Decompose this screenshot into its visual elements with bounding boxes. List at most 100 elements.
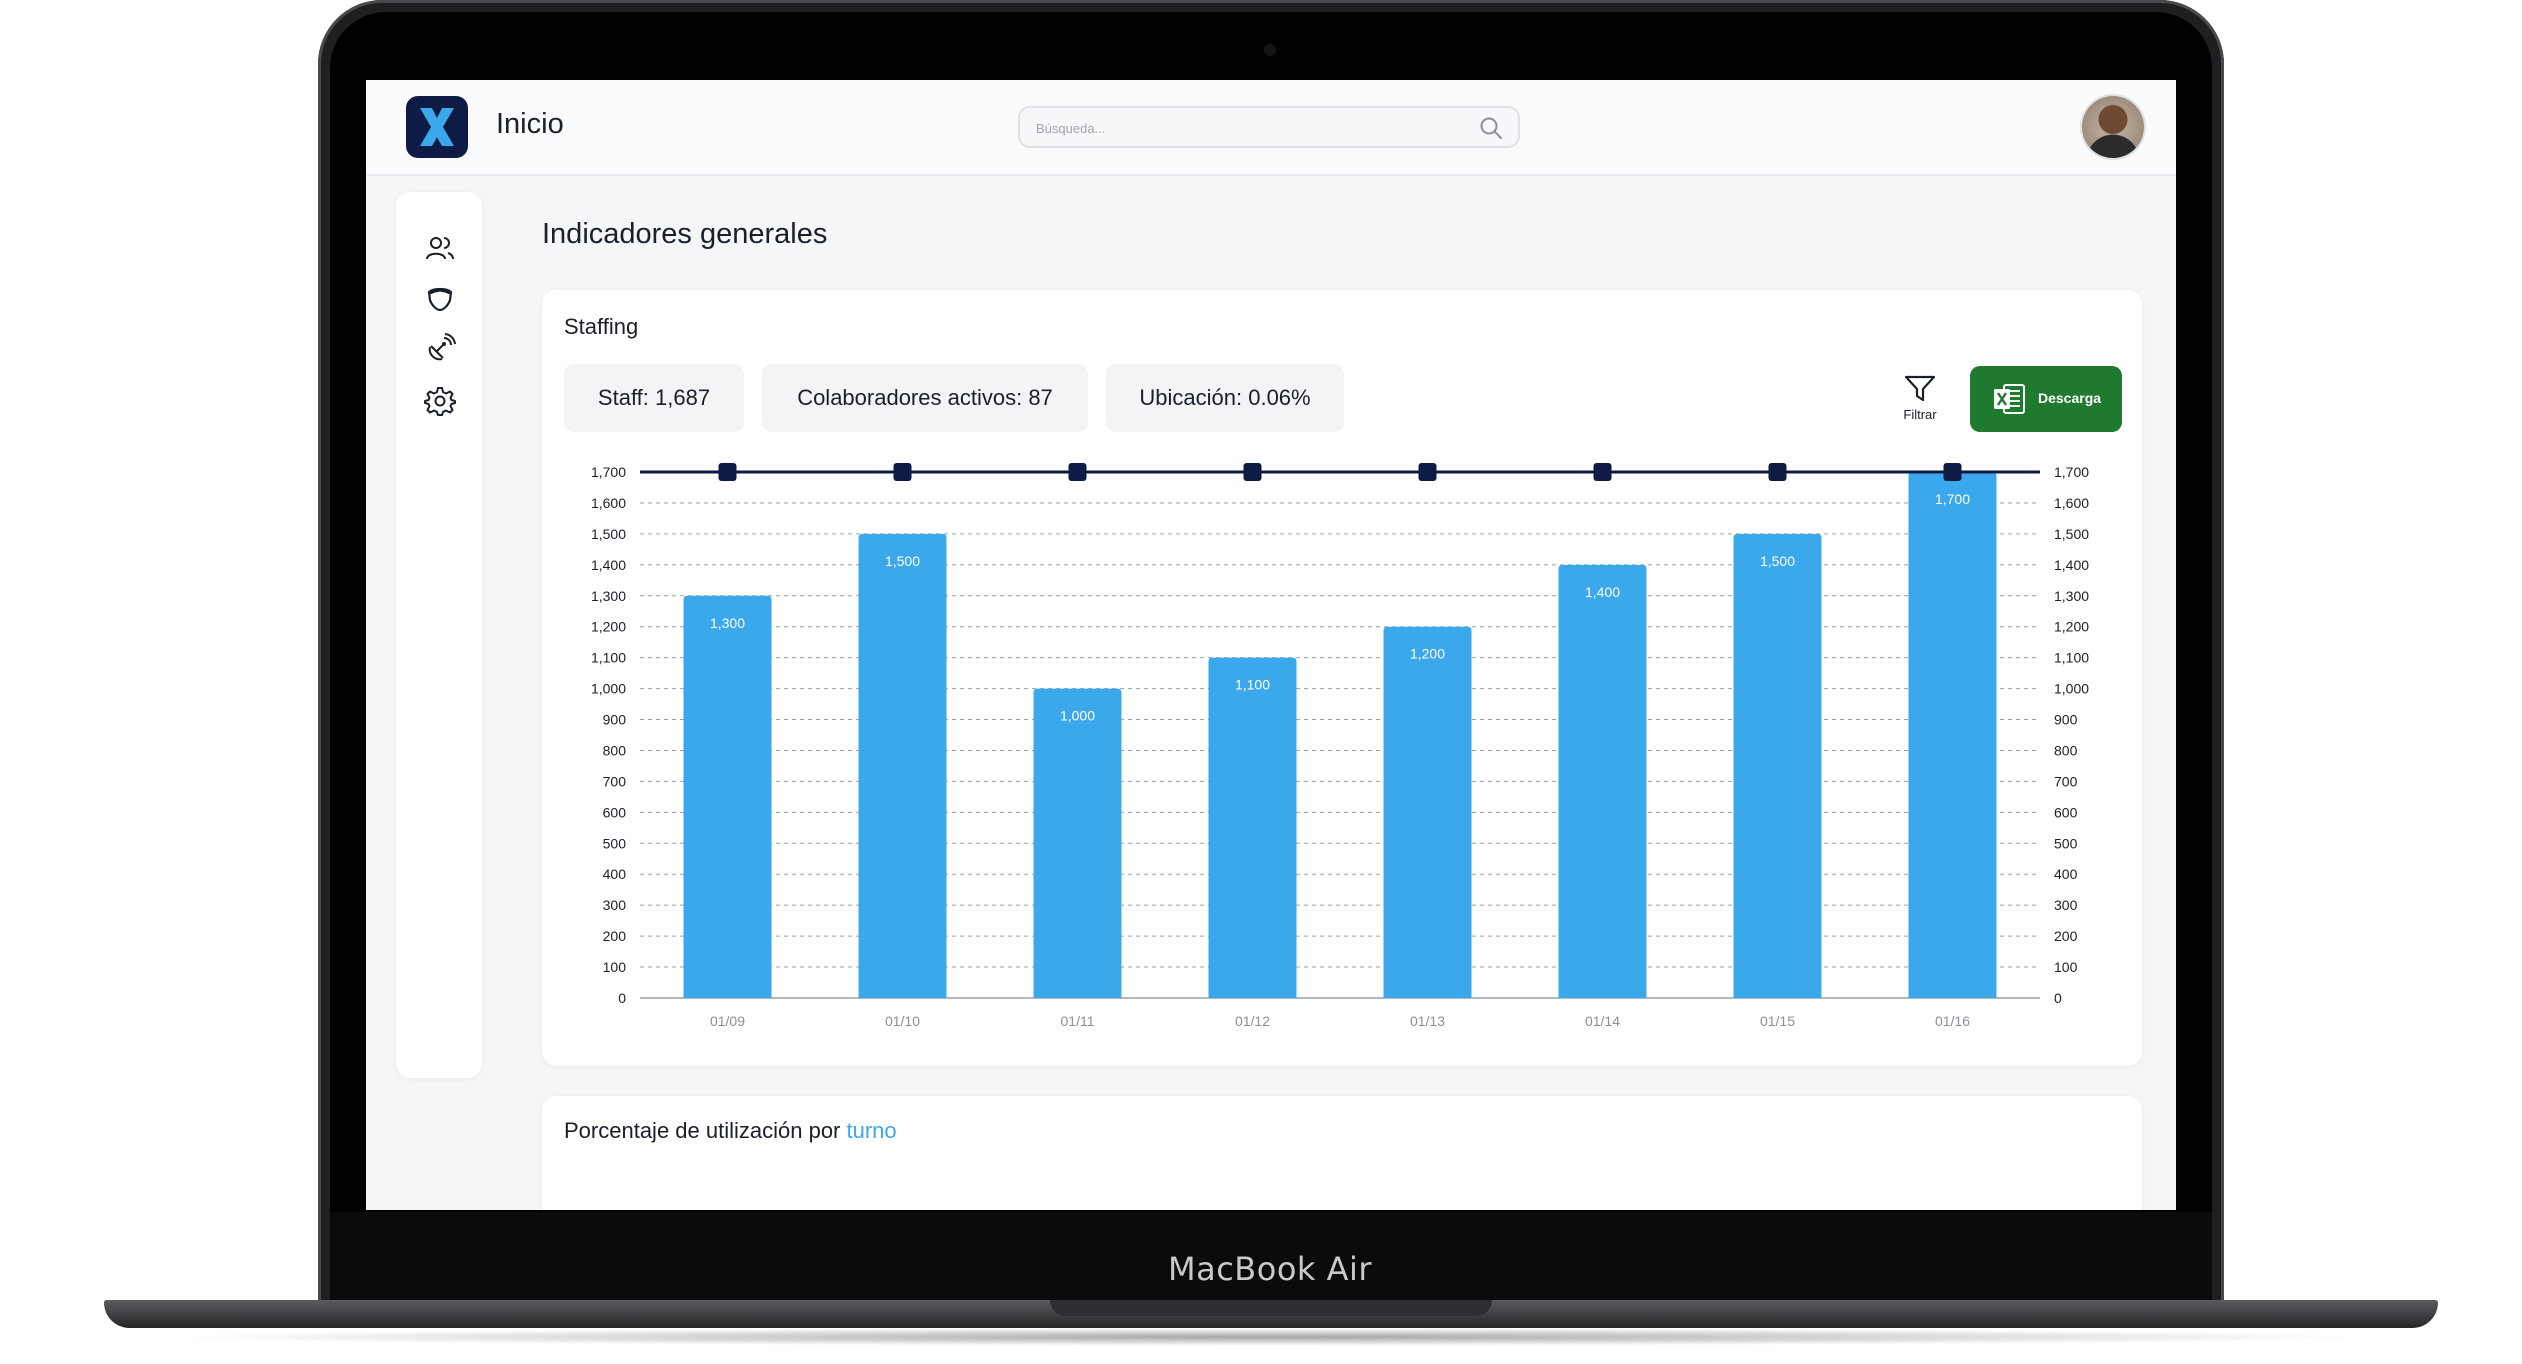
utilization-title-accent[interactable]: turno xyxy=(846,1118,897,1143)
line-point xyxy=(1243,463,1262,481)
y2-tick-label: 800 xyxy=(2054,742,2078,758)
filter-icon xyxy=(1904,375,1936,402)
y-tick-label: 1,700 xyxy=(591,464,626,480)
stat-staff: Staff: 1,687 xyxy=(564,364,744,432)
y-tick-label: 400 xyxy=(603,866,627,882)
y2-tick-label: 200 xyxy=(2054,928,2078,944)
y-tick-label: 200 xyxy=(603,928,627,944)
stat-value: 1,687 xyxy=(655,385,711,410)
bar xyxy=(858,533,947,998)
bar xyxy=(1208,657,1297,998)
bar xyxy=(1383,626,1472,998)
bar xyxy=(1033,688,1122,998)
shield-icon[interactable] xyxy=(423,282,457,316)
y-tick-label: 1,000 xyxy=(591,681,626,697)
download-button[interactable]: Descarga xyxy=(1970,366,2122,432)
stat-label: Staff: xyxy=(597,385,655,410)
search-input[interactable] xyxy=(1034,114,1458,142)
laptop-shadow xyxy=(160,1328,2380,1346)
filter-button[interactable]: Filtrar xyxy=(1892,374,1948,422)
top-header: Inicio xyxy=(366,80,2176,176)
card-title: Staffing xyxy=(564,314,639,339)
utilization-card: Porcentaje de utilización por turno xyxy=(542,1096,2142,1210)
utilization-title-prefix: Porcentaje de utilización por xyxy=(564,1118,847,1143)
bar xyxy=(683,595,772,998)
y2-tick-label: 0 xyxy=(2054,990,2062,1006)
y2-tick-label: 1,400 xyxy=(2054,557,2089,573)
y-tick-label: 1,100 xyxy=(591,650,626,666)
utilization-title: Porcentaje de utilización por turno xyxy=(564,1118,897,1144)
bar-data-label: 1,000 xyxy=(1060,708,1095,724)
app-title: Inicio xyxy=(496,108,564,140)
y-tick-label: 0 xyxy=(618,990,626,1006)
x-tick-label: 01/15 xyxy=(1760,1013,1795,1029)
y2-tick-label: 900 xyxy=(2054,712,2078,728)
search-box[interactable] xyxy=(1018,106,1520,148)
laptop-notch xyxy=(1050,1300,1492,1316)
gear-icon[interactable] xyxy=(423,384,457,418)
filter-label: Filtrar xyxy=(1903,407,1937,422)
y2-tick-label: 1,000 xyxy=(2054,681,2089,697)
users-icon[interactable] xyxy=(423,232,457,266)
search-icon[interactable] xyxy=(1478,115,1504,141)
stat-active-collaborators: Colaboradores activos: 87 xyxy=(762,364,1088,432)
y2-tick-label: 1,500 xyxy=(2054,526,2089,542)
app-logo[interactable] xyxy=(406,96,468,158)
y-tick-label: 1,600 xyxy=(591,495,626,511)
bar-data-label: 1,100 xyxy=(1235,677,1270,693)
bar-data-label: 1,700 xyxy=(1935,491,1970,507)
x-tick-label: 01/13 xyxy=(1410,1013,1445,1029)
y-tick-label: 800 xyxy=(603,742,627,758)
line-point xyxy=(893,463,912,481)
y-tick-label: 300 xyxy=(603,897,627,913)
bar xyxy=(1558,564,1647,998)
y2-tick-label: 1,100 xyxy=(2054,650,2089,666)
line-point xyxy=(1768,463,1787,481)
satellite-icon[interactable] xyxy=(423,332,457,366)
y2-tick-label: 700 xyxy=(2054,773,2078,789)
y-tick-label: 700 xyxy=(603,773,627,789)
y2-tick-label: 300 xyxy=(2054,897,2078,913)
bar-data-label: 1,500 xyxy=(1760,553,1795,569)
y2-tick-label: 1,700 xyxy=(2054,464,2089,480)
excel-icon xyxy=(1994,384,2025,414)
x-tick-label: 01/10 xyxy=(885,1013,920,1029)
stat-label: Ubicación: xyxy=(1139,385,1249,410)
bar xyxy=(1908,472,1997,998)
y2-tick-label: 1,200 xyxy=(2054,619,2089,635)
camera xyxy=(1264,44,1276,56)
y2-tick-label: 600 xyxy=(2054,804,2078,820)
bar-data-label: 1,200 xyxy=(1410,646,1445,662)
bezel-chin xyxy=(330,1212,2212,1310)
stat-label: Colaboradores activos: xyxy=(797,385,1029,410)
stat-value: 0.06% xyxy=(1248,385,1311,410)
y-tick-label: 1,400 xyxy=(591,557,626,573)
user-avatar[interactable] xyxy=(2082,96,2144,158)
x-tick-label: 01/16 xyxy=(1935,1013,1970,1029)
bar-data-label: 1,400 xyxy=(1585,584,1620,600)
bar-data-label: 1,500 xyxy=(885,553,920,569)
y-tick-label: 1,500 xyxy=(591,526,626,542)
y-tick-label: 1,300 xyxy=(591,588,626,604)
line-point xyxy=(1943,463,1962,481)
device-brand: MacBook Air xyxy=(1167,1250,1373,1288)
app-screen: Inicio xyxy=(366,80,2176,1210)
y-tick-label: 900 xyxy=(603,712,627,728)
bar-data-label: 1,300 xyxy=(710,615,745,631)
x-tick-label: 01/09 xyxy=(710,1013,745,1029)
stat-location: Ubicación: 0.06% xyxy=(1106,364,1344,432)
x-tick-label: 01/12 xyxy=(1235,1013,1270,1029)
line-point xyxy=(1593,463,1612,481)
x-logo-icon xyxy=(420,108,454,146)
staffing-bar-chart: 0 0 100 100 200 200 300 300 400 400 500 500 600 600 70… xyxy=(591,463,2089,1029)
download-label: Descarga xyxy=(2038,390,2102,406)
y2-tick-label: 400 xyxy=(2054,866,2078,882)
page-title: Indicadores generales xyxy=(542,218,828,250)
y2-tick-label: 1,300 xyxy=(2054,588,2089,604)
y-tick-label: 600 xyxy=(603,804,627,820)
y2-tick-label: 500 xyxy=(2054,835,2078,851)
y2-tick-label: 100 xyxy=(2054,959,2078,975)
staffing-card: Staffing Staff: 1,687 Colaboradores acti… xyxy=(542,290,2142,1066)
sidebar xyxy=(396,192,482,1078)
x-tick-label: 01/11 xyxy=(1061,1013,1095,1029)
